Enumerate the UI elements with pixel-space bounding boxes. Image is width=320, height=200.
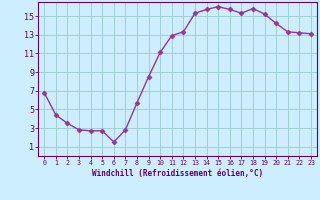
- X-axis label: Windchill (Refroidissement éolien,°C): Windchill (Refroidissement éolien,°C): [92, 169, 263, 178]
